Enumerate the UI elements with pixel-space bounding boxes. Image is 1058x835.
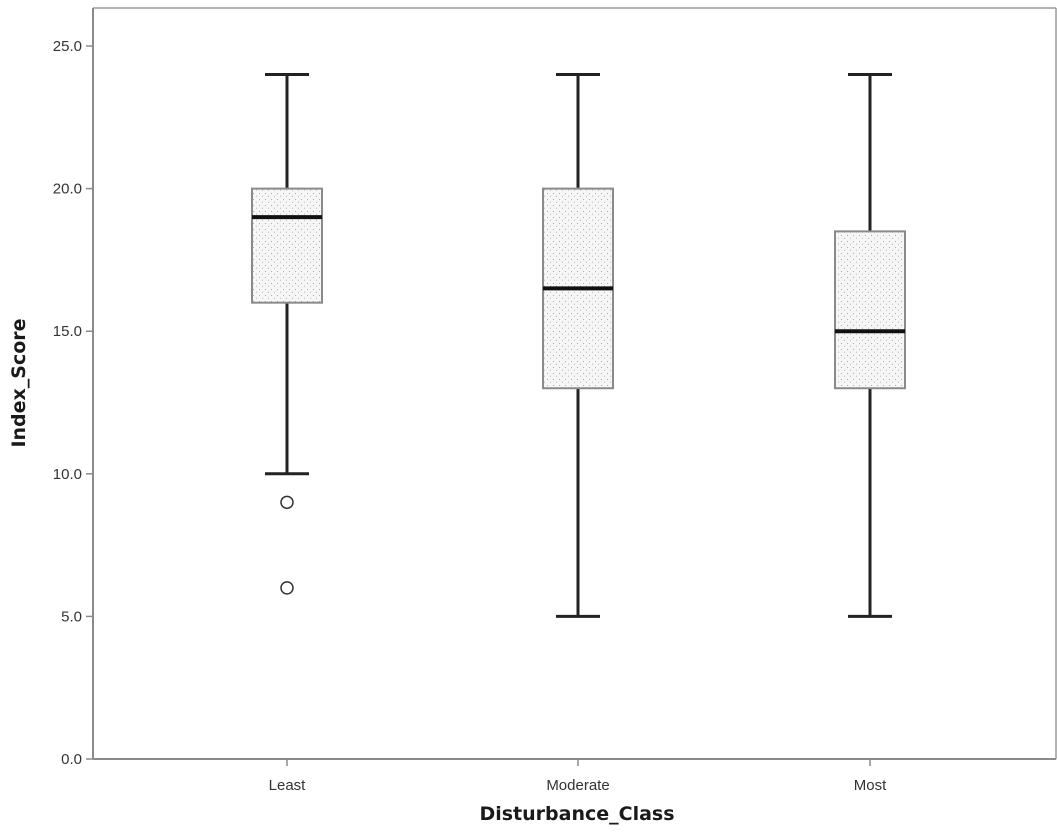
y-tick-label: 10.0: [53, 466, 82, 483]
x-tick-label: Moderate: [546, 777, 609, 794]
y-axis-title: Index_Score: [8, 318, 30, 447]
box-moderate: [542, 73, 614, 618]
plot-frame: [92, 7, 1057, 760]
y-tick-label: 5.0: [61, 608, 82, 625]
box-least: [251, 73, 323, 595]
outlier-point: [280, 581, 294, 595]
y-tick-label: 20.0: [53, 181, 82, 198]
y-tick-label: 15.0: [53, 323, 82, 340]
box-most: [834, 73, 906, 618]
y-tick-label: 0.0: [61, 751, 82, 768]
y-tick-label: 25.0: [53, 38, 82, 55]
iqr-box: [834, 230, 906, 390]
x-tick-label: Most: [854, 777, 887, 794]
outlier-point: [280, 495, 294, 510]
y-axis: 0.0 5.0 10.0 15.0 20.0 25.0: [53, 38, 93, 768]
box-series: [251, 73, 906, 618]
iqr-box: [251, 187, 323, 304]
x-axis: Least Moderate Most: [269, 759, 887, 794]
x-tick-label: Least: [269, 777, 307, 794]
x-axis-title: Disturbance_Class: [479, 803, 674, 825]
